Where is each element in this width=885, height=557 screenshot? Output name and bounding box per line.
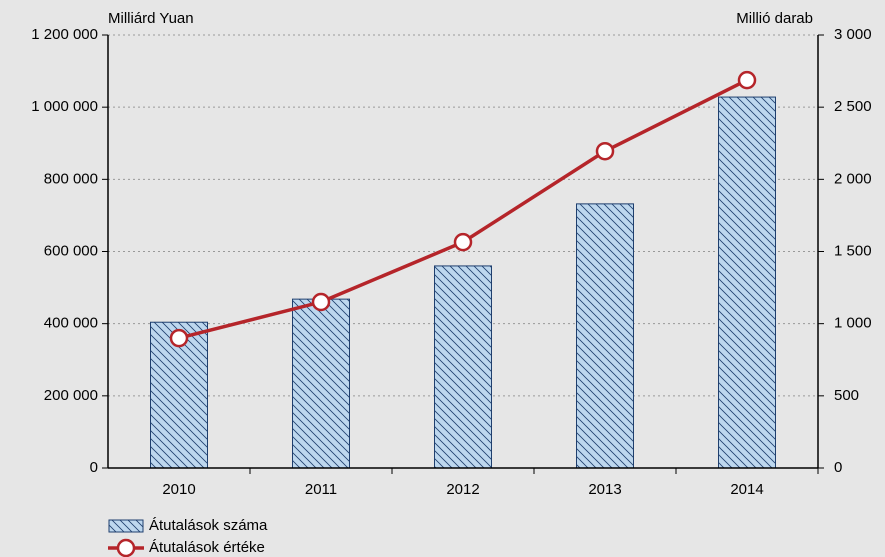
y-tick-label: 200 000 [44,387,98,404]
bar [576,203,634,469]
x-tick-label: 2014 [730,481,763,498]
x-tick-label: 2011 [305,481,337,498]
x-tick-label: 2012 [446,481,479,498]
legend-marker [116,538,136,557]
bar [150,321,208,469]
marker [169,328,189,348]
bar [718,96,776,469]
y-tick-label: 600 000 [44,242,98,259]
y2-axis-title: Millió darab [736,10,813,27]
marker [737,70,757,90]
marker [311,292,331,312]
y-axis-title: Milliárd Yuan [108,10,194,27]
y2-tick-label: 2 500 [834,98,872,115]
bar [434,265,492,469]
y-tick-label: 800 000 [44,170,98,187]
legend-swatch [108,519,144,533]
y-tick-label: 1 000 000 [31,98,98,115]
marker [595,141,615,161]
y2-tick-label: 500 [834,387,859,404]
y2-tick-label: 1 000 [834,315,872,332]
y-tick-label: 400 000 [44,315,98,332]
y-tick-label: 1 200 000 [31,26,98,43]
y2-tick-label: 3 000 [834,26,872,43]
y2-tick-label: 2 000 [834,170,872,187]
legend-label: Átutalások száma [149,517,268,534]
marker [453,232,473,252]
y-tick-label: 0 [90,459,98,476]
x-tick-label: 2013 [588,481,621,498]
bar [292,298,350,469]
legend-label: Átutalások értéke [149,539,265,556]
y2-tick-label: 1 500 [834,242,872,259]
x-tick-label: 2010 [162,481,195,498]
y2-tick-label: 0 [834,459,842,476]
